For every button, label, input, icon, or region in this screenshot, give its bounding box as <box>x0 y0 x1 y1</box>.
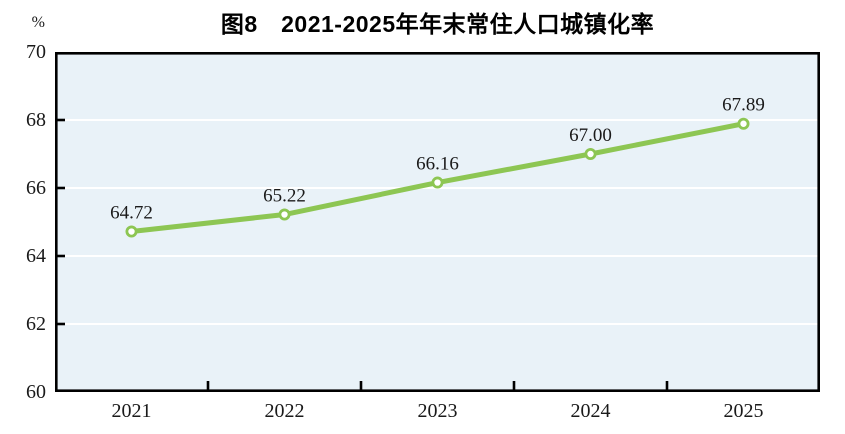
y-axis-tick-label: 62 <box>26 313 46 335</box>
plot-background <box>55 52 820 392</box>
y-axis-tick-label: 64 <box>26 245 46 267</box>
data-point-label: 66.16 <box>416 154 459 175</box>
plot-svg: 64.72 65.22 66.16 67.00 67.89 <box>55 52 820 392</box>
y-axis-tick-label: 70 <box>26 41 46 63</box>
x-axis-tick-label: 2024 <box>570 400 611 422</box>
y-axis-tick-label: 60 <box>26 381 46 403</box>
y-axis-unit-label: % <box>31 14 45 31</box>
x-axis-tick-label: 2022 <box>264 400 305 422</box>
data-point-label: 67.89 <box>722 95 765 116</box>
data-point-marker <box>584 148 597 161</box>
chart-title: 图8 2021-2025年年末常住人口城镇化率 <box>220 11 655 37</box>
x-axis-tick-label: 2021 <box>111 400 152 422</box>
data-point-marker <box>431 176 444 189</box>
x-axis-tick-label: 2025 <box>723 400 764 422</box>
data-point-label: 64.72 <box>110 203 153 224</box>
plot-border <box>55 52 820 392</box>
data-point-label: 67.00 <box>569 125 612 146</box>
y-axis-tick-label: 66 <box>26 177 46 199</box>
data-point-label: 65.22 <box>263 186 306 207</box>
x-axis-tick-label: 2023 <box>417 400 458 422</box>
data-point-marker <box>278 208 291 221</box>
y-axis-tick-label: 68 <box>26 109 46 131</box>
plot-area: 64.72 65.22 66.16 67.00 67.89 <box>55 52 820 392</box>
data-point-marker <box>125 225 138 238</box>
data-point-marker <box>737 117 750 130</box>
